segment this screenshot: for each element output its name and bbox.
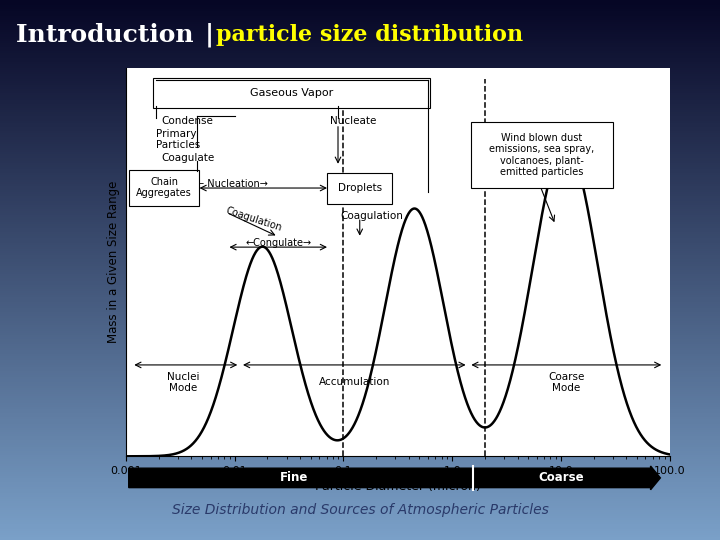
Text: particle size distribution: particle size distribution bbox=[216, 24, 523, 46]
Text: Coagulation: Coagulation bbox=[225, 205, 283, 233]
Text: Gaseous Vapor: Gaseous Vapor bbox=[250, 88, 333, 98]
Text: Fine: Fine bbox=[280, 471, 309, 484]
Text: Nucleate: Nucleate bbox=[330, 116, 377, 126]
Text: Accumulation: Accumulation bbox=[319, 377, 390, 387]
FancyBboxPatch shape bbox=[153, 78, 431, 109]
FancyBboxPatch shape bbox=[129, 170, 199, 206]
Text: |: | bbox=[205, 23, 215, 48]
Text: Introduction: Introduction bbox=[16, 23, 202, 47]
Text: Primary
Particles: Primary Particles bbox=[156, 129, 200, 150]
Text: Nuclei
Mode: Nuclei Mode bbox=[167, 372, 199, 393]
Text: Coarse: Coarse bbox=[538, 471, 584, 484]
Text: ←Congulate→: ←Congulate→ bbox=[245, 238, 311, 248]
Text: Size Distribution and Sources of Atmospheric Particles: Size Distribution and Sources of Atmosph… bbox=[171, 503, 549, 517]
Text: Droplets: Droplets bbox=[338, 184, 382, 193]
Text: ← Nucleation→: ← Nucleation→ bbox=[196, 179, 268, 189]
Text: Chain
Aggregates: Chain Aggregates bbox=[136, 177, 192, 198]
FancyBboxPatch shape bbox=[471, 122, 613, 188]
Text: Condense: Condense bbox=[161, 116, 213, 126]
Text: Coarse
Mode: Coarse Mode bbox=[548, 372, 585, 393]
Y-axis label: Mass in a Given Size Range: Mass in a Given Size Range bbox=[107, 181, 120, 343]
FancyArrow shape bbox=[129, 466, 660, 490]
FancyBboxPatch shape bbox=[327, 173, 392, 204]
Text: Coagulate: Coagulate bbox=[161, 153, 215, 163]
X-axis label: Particle Diameter (micron): Particle Diameter (micron) bbox=[315, 480, 481, 493]
Text: Wind blown dust
emissions, sea spray,
volcanoes, plant-
emitted particles: Wind blown dust emissions, sea spray, vo… bbox=[489, 133, 595, 177]
Text: Coagulation: Coagulation bbox=[341, 211, 404, 221]
